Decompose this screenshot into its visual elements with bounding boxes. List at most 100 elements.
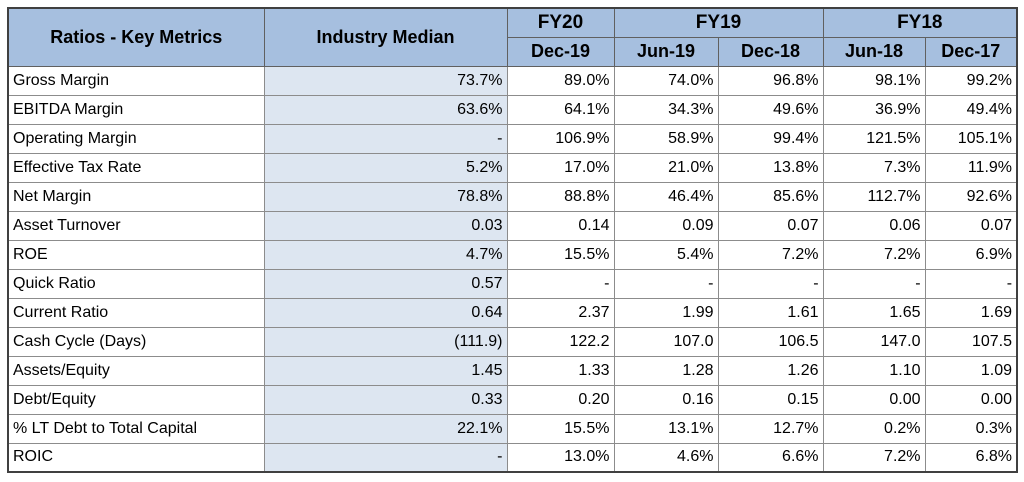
industry-median-cell: (111.9) [263, 326, 508, 357]
table-row: ROE 4.7% 15.5% 5.4% 7.2% 7.2% 6.9% [7, 239, 1018, 270]
period-value-cell: 1.61 [717, 297, 824, 328]
period-value-cell: 13.8% [717, 152, 824, 183]
metric-name-cell: Current Ratio [7, 297, 265, 328]
period-value-cell: 74.0% [613, 65, 719, 96]
period-value-cell: 2.37 [506, 297, 615, 328]
period-value-cell: 89.0% [506, 65, 615, 96]
fiscal-year-header-fy20: FY20 [506, 7, 615, 38]
period-value-cell: - [822, 268, 926, 299]
metric-name-cell: Quick Ratio [7, 268, 265, 299]
period-value-cell: 92.6% [924, 181, 1018, 212]
period-value-cell: 49.4% [924, 94, 1018, 125]
table-row: Effective Tax Rate 5.2% 17.0% 21.0% 13.8% 7.3… [7, 152, 1018, 183]
period-value-cell: 6.9% [924, 239, 1018, 270]
period-value-cell: 36.9% [822, 94, 926, 125]
period-value-cell: 7.2% [822, 442, 926, 473]
period-value-cell: 0.3% [924, 413, 1018, 444]
table-row: EBITDA Margin 63.6% 64.1% 34.3% 49.6% 36.9% 49… [7, 94, 1018, 125]
table-row: Operating Margin -106.9% 58.9% 99.4% 121.5% 1… [7, 123, 1018, 154]
table-row: % LT Debt to Total Capital 22.1% 15.5% 13.1… [7, 413, 1018, 444]
period-value-cell: 7.2% [822, 239, 926, 270]
industry-median-cell: 0.64 [263, 297, 508, 328]
period-header: Dec-17 [924, 36, 1018, 67]
period-value-cell: 13.1% [613, 413, 719, 444]
metric-name-cell: Cash Cycle (Days) [7, 326, 265, 357]
period-header: Dec-18 [717, 36, 824, 67]
industry-median-cell: 4.7% [263, 239, 508, 270]
period-value-cell: 15.5% [506, 239, 615, 270]
period-value-cell: 1.65 [822, 297, 926, 328]
metric-name-cell: ROE [7, 239, 265, 270]
period-value-cell: 107.5 [924, 326, 1018, 357]
table-row: Quick Ratio 0.57- - - - - [7, 268, 1018, 299]
period-value-cell: 96.8% [717, 65, 824, 96]
industry-median-cell: 22.1% [263, 413, 508, 444]
header-row-periods: Dec-19 Jun-19 Dec-18 Jun-18 Dec-17 [8, 36, 1018, 67]
period-value-cell: 106.9% [506, 123, 615, 154]
table-row: Debt/Equity 0.33 0.20 0.16 0.15 0.00 0.00 [7, 384, 1018, 415]
period-value-cell: 15.5% [506, 413, 615, 444]
period-value-cell: 6.8% [924, 442, 1018, 473]
header-row-fiscal-years: Ratios - Key Metrics Industry Median FY2… [7, 7, 1018, 67]
period-value-cell: 1.33 [506, 355, 615, 386]
table-row: Cash Cycle (Days) (111.9) 122.2 107.0 106.5 1… [7, 326, 1018, 357]
period-value-cell: 34.3% [613, 94, 719, 125]
period-value-cell: - [717, 268, 824, 299]
period-value-cell: - [506, 268, 615, 299]
period-value-cell: 1.09 [924, 355, 1018, 386]
period-value-cell: 147.0 [822, 326, 926, 357]
period-value-cell: 12.7% [717, 413, 824, 444]
period-value-cell: 17.0% [506, 152, 615, 183]
period-value-cell: 5.4% [613, 239, 719, 270]
fiscal-year-header-fy18: FY18 [822, 7, 1018, 38]
period-value-cell: 0.09 [613, 210, 719, 241]
metric-column-header: Ratios - Key Metrics [7, 7, 265, 67]
period-value-cell: 85.6% [717, 181, 824, 212]
metric-name-cell: Net Margin [7, 181, 265, 212]
period-value-cell: 58.9% [613, 123, 719, 154]
period-value-cell: 7.3% [822, 152, 926, 183]
period-value-cell: 0.07 [924, 210, 1018, 241]
metric-name-cell: ROIC [7, 442, 265, 473]
period-value-cell: 1.26 [717, 355, 824, 386]
period-header: Jun-19 [613, 36, 719, 67]
table-body: Gross Margin 73.7% 89.0% 74.0% 96.8% 98.1% 99.… [7, 65, 1018, 473]
industry-median-column-header: Industry Median [263, 7, 508, 67]
period-value-cell: 0.15 [717, 384, 824, 415]
period-value-cell: 1.69 [924, 297, 1018, 328]
metric-name-cell: Asset Turnover [7, 210, 265, 241]
period-value-cell: 46.4% [613, 181, 719, 212]
period-value-cell: - [924, 268, 1018, 299]
table-row: ROIC -13.0% 4.6% 6.6% 7.2% 6.8% [7, 442, 1018, 473]
industry-median-cell: 0.57 [263, 268, 508, 299]
metric-name-cell: Assets/Equity [7, 355, 265, 386]
table-row: Net Margin 78.8% 88.8% 46.4% 85.6% 112.7% 92.6… [7, 181, 1018, 212]
table-header: Ratios - Key Metrics Industry Median FY2… [7, 7, 1018, 67]
key-metrics-table: Ratios - Key Metrics Industry Median FY2… [7, 7, 1019, 473]
period-header: Dec-19 [506, 36, 615, 67]
industry-median-cell: 0.33 [263, 384, 508, 415]
fiscal-year-header-fy19: FY19 [613, 7, 824, 38]
industry-median-cell: 5.2% [263, 152, 508, 183]
industry-median-cell: 73.7% [263, 65, 508, 96]
table-row: Gross Margin 73.7% 89.0% 74.0% 96.8% 98.1% 99.… [7, 65, 1018, 96]
industry-median-cell: 0.03 [263, 210, 508, 241]
metric-name-cell: Operating Margin [7, 123, 265, 154]
period-header: Jun-18 [822, 36, 926, 67]
period-value-cell: 4.6% [613, 442, 719, 473]
period-value-cell: - [613, 268, 719, 299]
period-value-cell: 0.20 [506, 384, 615, 415]
industry-median-cell: 63.6% [263, 94, 508, 125]
period-value-cell: 1.28 [613, 355, 719, 386]
period-value-cell: 98.1% [822, 65, 926, 96]
period-value-cell: 99.2% [924, 65, 1018, 96]
period-value-cell: 0.00 [822, 384, 926, 415]
metric-name-cell: Debt/Equity [7, 384, 265, 415]
period-value-cell: 122.2 [506, 326, 615, 357]
metric-name-cell: Gross Margin [7, 65, 265, 96]
period-value-cell: 13.0% [506, 442, 615, 473]
period-value-cell: 0.00 [924, 384, 1018, 415]
period-value-cell: 21.0% [613, 152, 719, 183]
industry-median-cell: - [263, 123, 508, 154]
period-value-cell: 1.99 [613, 297, 719, 328]
